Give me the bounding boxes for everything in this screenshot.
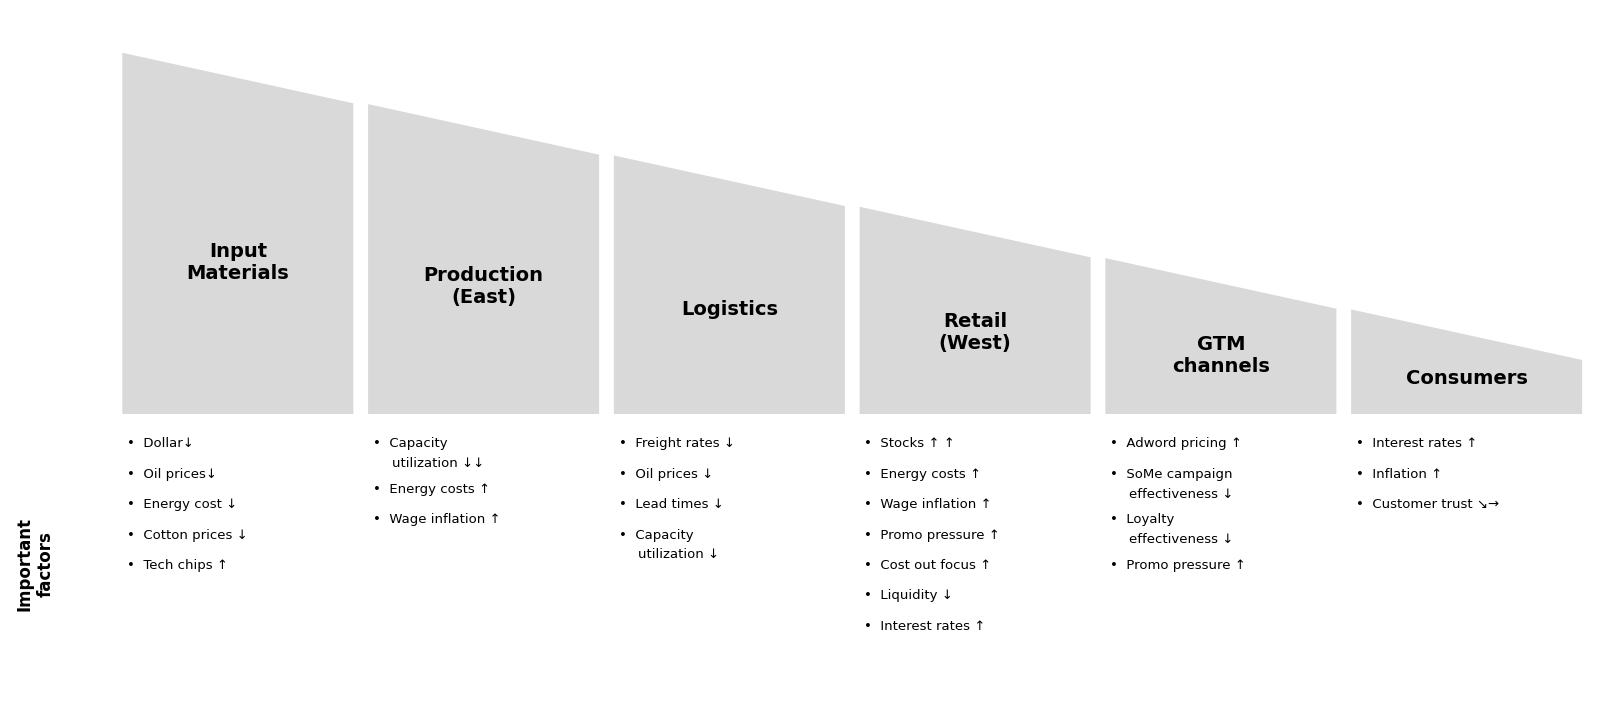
Polygon shape — [366, 102, 601, 416]
Polygon shape — [1102, 256, 1337, 416]
Text: •  Liquidity ↓: • Liquidity ↓ — [865, 589, 953, 602]
Text: Logistics: Logistics — [680, 299, 778, 319]
Text: •  Inflation ↑: • Inflation ↑ — [1355, 468, 1441, 481]
Text: •  Cost out focus ↑: • Cost out focus ↑ — [865, 559, 992, 572]
Text: •  SoMe campaign: • SoMe campaign — [1109, 468, 1233, 481]
Text: •  Tech chips ↑: • Tech chips ↑ — [127, 559, 228, 572]
Text: •  Oil prices ↓: • Oil prices ↓ — [619, 468, 712, 481]
Text: effectiveness ↓: effectiveness ↓ — [1128, 533, 1233, 546]
Text: Consumers: Consumers — [1405, 369, 1527, 388]
Text: Important
factors: Important factors — [16, 517, 55, 611]
Text: •  Stocks ↑ ↑: • Stocks ↑ ↑ — [865, 437, 955, 450]
Polygon shape — [858, 205, 1091, 416]
Text: •  Interest rates ↑: • Interest rates ↑ — [1355, 437, 1477, 450]
Text: •  Capacity: • Capacity — [373, 437, 447, 450]
Text: •  Lead times ↓: • Lead times ↓ — [619, 498, 723, 511]
Text: •  Dollar↓: • Dollar↓ — [127, 437, 194, 450]
Text: •  Customer trust ↘→: • Customer trust ↘→ — [1355, 498, 1498, 511]
Text: utilization ↓↓: utilization ↓↓ — [392, 457, 484, 470]
Text: •  Loyalty: • Loyalty — [1109, 513, 1173, 526]
Polygon shape — [612, 153, 847, 416]
Text: Input
Materials: Input Materials — [186, 242, 289, 283]
Text: •  Wage inflation ↑: • Wage inflation ↑ — [373, 513, 500, 526]
Text: •  Promo pressure ↑: • Promo pressure ↑ — [865, 529, 1000, 542]
Text: •  Capacity: • Capacity — [619, 529, 693, 542]
Text: utilization ↓: utilization ↓ — [638, 548, 718, 561]
Text: •  Oil prices↓: • Oil prices↓ — [127, 468, 217, 481]
Text: GTM
channels: GTM channels — [1172, 335, 1270, 376]
Text: •  Interest rates ↑: • Interest rates ↑ — [865, 620, 985, 633]
Text: •  Wage inflation ↑: • Wage inflation ↑ — [865, 498, 992, 511]
Text: •  Freight rates ↓: • Freight rates ↓ — [619, 437, 734, 450]
Text: •  Energy cost ↓: • Energy cost ↓ — [127, 498, 238, 511]
Text: Production
(East): Production (East) — [423, 265, 543, 307]
Text: •  Energy costs ↑: • Energy costs ↑ — [373, 483, 490, 496]
Polygon shape — [1348, 307, 1583, 416]
Text: •  Energy costs ↑: • Energy costs ↑ — [865, 468, 980, 481]
Text: effectiveness ↓: effectiveness ↓ — [1128, 487, 1233, 500]
Text: •  Adword pricing ↑: • Adword pricing ↑ — [1109, 437, 1241, 450]
Text: •  Promo pressure ↑: • Promo pressure ↑ — [1109, 559, 1245, 572]
Text: •  Cotton prices ↓: • Cotton prices ↓ — [127, 529, 247, 542]
Text: Retail
(West): Retail (West) — [938, 312, 1011, 353]
Polygon shape — [121, 51, 355, 416]
